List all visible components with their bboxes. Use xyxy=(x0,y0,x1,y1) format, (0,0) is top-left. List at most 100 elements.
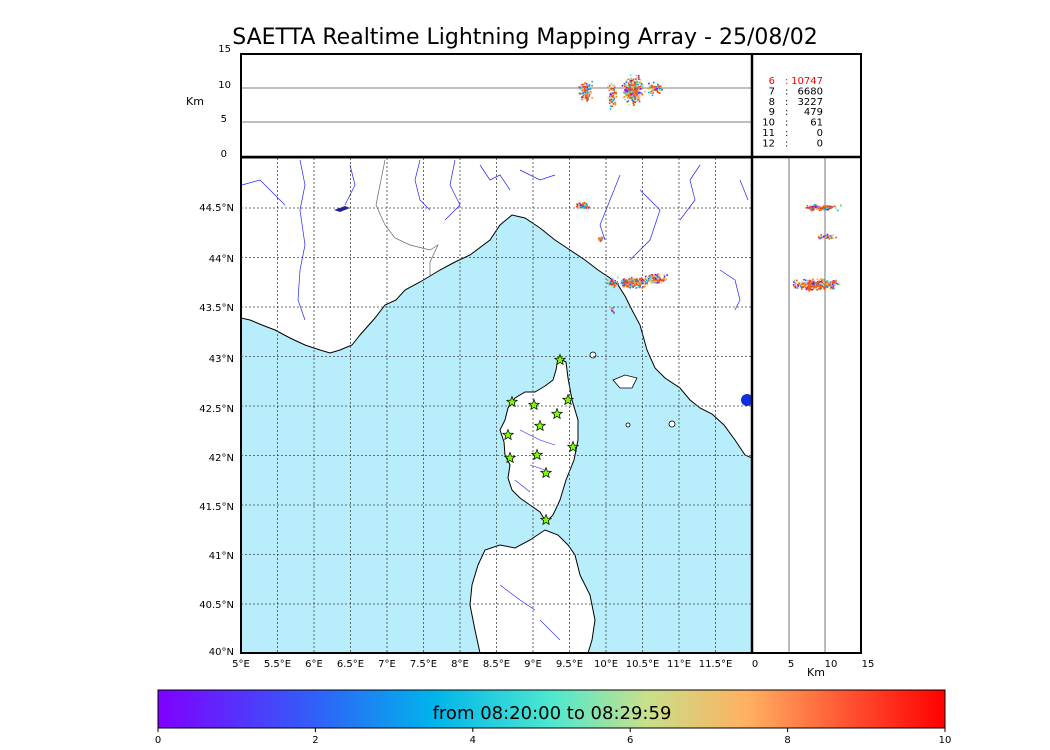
lightning-source xyxy=(819,282,821,285)
lightning-source xyxy=(586,93,589,95)
lightning-source xyxy=(814,282,817,284)
lightning-source xyxy=(608,99,611,102)
lightning-source xyxy=(662,278,664,281)
lightning-source xyxy=(630,80,633,83)
colorbar-tick: 10 xyxy=(939,735,952,746)
station-colon: : xyxy=(785,76,788,87)
lon-label: 5°E xyxy=(232,659,250,670)
lightning-source xyxy=(818,236,821,239)
lightning-source xyxy=(648,91,650,94)
lightning-source xyxy=(586,85,588,88)
lightning-source xyxy=(638,88,641,90)
top-panel-ticks: 15 10 5 0 Km xyxy=(186,44,231,160)
lightning-source xyxy=(588,85,591,87)
lightning-source xyxy=(625,85,628,87)
lightning-source xyxy=(651,89,653,92)
lightning-source xyxy=(637,286,639,288)
lightning-source xyxy=(631,79,634,82)
lightning-source xyxy=(623,96,626,98)
station-count-6: 6 xyxy=(769,76,775,87)
lightning-source xyxy=(630,283,632,286)
lightning-source xyxy=(611,278,614,281)
lightning-source xyxy=(815,285,818,288)
lightning-source xyxy=(823,288,826,291)
lightning-source xyxy=(632,278,635,281)
lightning-source xyxy=(804,287,807,289)
lightning-source xyxy=(622,282,624,285)
lightning-source xyxy=(812,278,814,281)
lat-label: 41.5°N xyxy=(199,502,234,513)
lightning-source xyxy=(824,237,827,239)
lightning-source xyxy=(816,207,819,209)
lightning-source xyxy=(642,281,645,283)
lightning-source xyxy=(610,282,613,284)
lightning-source xyxy=(615,95,618,98)
lightning-source xyxy=(807,282,810,285)
lightning-source xyxy=(629,283,632,286)
lightning-source xyxy=(636,281,638,283)
lightning-source xyxy=(655,274,657,277)
lightning-source xyxy=(664,278,667,281)
borders xyxy=(375,159,439,275)
lightning-source xyxy=(630,99,633,102)
lightning-source xyxy=(637,285,639,287)
lightning-source xyxy=(628,85,631,88)
lightning-source xyxy=(648,279,651,281)
lightning-source xyxy=(636,277,638,280)
station-colon: : xyxy=(785,118,788,129)
lightning-source xyxy=(820,283,823,285)
lightning-source xyxy=(613,282,615,284)
lightning-source xyxy=(653,85,655,88)
lightning-source xyxy=(830,235,833,238)
lightning-source xyxy=(653,281,655,283)
lightning-source xyxy=(630,93,632,95)
lightning-source xyxy=(640,277,643,279)
lightning-source xyxy=(634,85,637,88)
lightning-source xyxy=(633,280,635,282)
lightning-source xyxy=(631,99,634,102)
lightning-source xyxy=(650,274,653,276)
lightning-source xyxy=(835,236,837,239)
lightning-source xyxy=(639,278,641,281)
lightning-source xyxy=(601,236,603,238)
lightning-source xyxy=(626,285,629,288)
lightning-source xyxy=(637,98,640,101)
lightning-source xyxy=(634,96,637,99)
map-panel xyxy=(241,158,752,653)
lightning-source xyxy=(614,93,617,95)
lightning-source xyxy=(641,85,644,88)
lightning-source xyxy=(646,282,648,284)
lightning-source xyxy=(613,285,616,288)
lightning-source xyxy=(635,283,638,286)
lightning-source xyxy=(649,280,651,282)
lightning-source xyxy=(578,202,580,204)
lightning-source xyxy=(806,279,809,282)
lightning-source xyxy=(628,83,630,86)
lightning-source xyxy=(818,209,821,211)
lightning-source xyxy=(608,284,610,286)
lightning-source xyxy=(584,202,586,205)
lightning-source xyxy=(612,281,615,284)
lightning-source xyxy=(622,286,625,289)
lightning-source xyxy=(653,81,655,84)
lightning-source xyxy=(832,283,835,286)
lightning-source xyxy=(640,92,642,94)
lightning-source xyxy=(611,280,614,283)
top-tick-10: 10 xyxy=(218,80,231,91)
lightning-source xyxy=(581,83,584,86)
lightning-source xyxy=(611,310,613,312)
lightning-source xyxy=(612,307,614,309)
lightning-source xyxy=(657,278,660,280)
lightning-source xyxy=(646,283,649,286)
lightning-source xyxy=(635,278,638,281)
lightning-source xyxy=(610,96,613,98)
lightning-source xyxy=(650,281,652,283)
lightning-source xyxy=(635,287,638,289)
lat-label: 40.5°N xyxy=(199,600,234,611)
lightning-source xyxy=(627,78,630,81)
lat-label: 40°N xyxy=(209,647,234,658)
lightning-source xyxy=(652,92,654,94)
side-scatter xyxy=(792,204,842,292)
lightning-source xyxy=(631,86,633,89)
lightning-source xyxy=(638,78,641,80)
